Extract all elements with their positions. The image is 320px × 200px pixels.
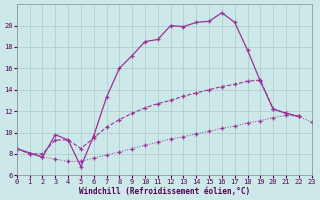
X-axis label: Windchill (Refroidissement éolien,°C): Windchill (Refroidissement éolien,°C) — [79, 187, 250, 196]
